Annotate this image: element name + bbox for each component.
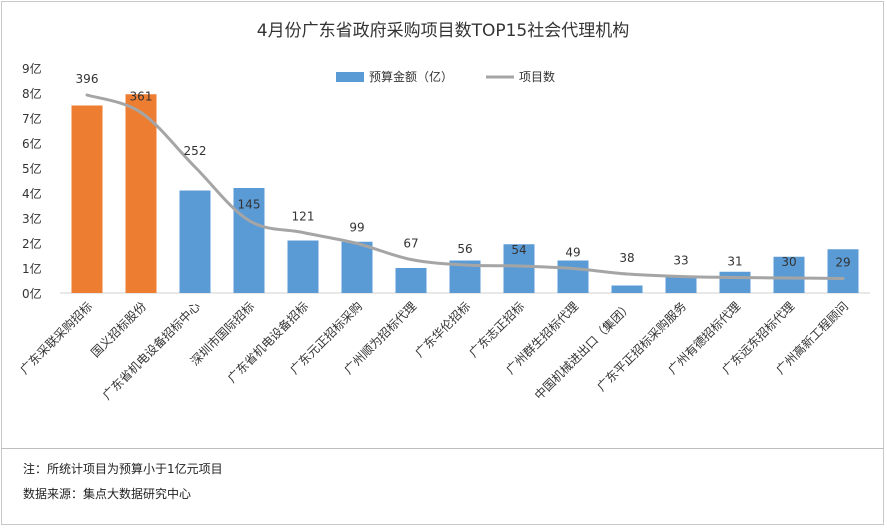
data-label: 38 [619, 251, 634, 265]
category-label: 国义招标股份 [88, 299, 149, 360]
legend-label-count: 项目数 [519, 69, 555, 84]
bar [719, 271, 751, 293]
bar [557, 260, 589, 293]
data-label: 29 [835, 256, 850, 270]
bar [71, 105, 103, 293]
y-tick-label: 6亿 [22, 136, 42, 151]
category-label: 广东采联采购招标 [17, 299, 95, 377]
bar [341, 241, 373, 293]
category-label: 广东华伦招标 [412, 299, 474, 361]
data-label: 30 [781, 255, 796, 269]
data-label: 99 [349, 221, 364, 235]
data-label: 361 [130, 90, 153, 104]
data-label: 31 [727, 255, 742, 269]
category-label: 广东平正招标采购服务 [594, 299, 689, 394]
y-tick-label: 3亿 [22, 211, 42, 226]
data-label: 145 [238, 198, 261, 212]
bar [233, 188, 265, 293]
y-tick-label: 4亿 [22, 186, 42, 201]
y-tick-label: 8亿 [22, 86, 42, 101]
data-source: 数据来源：集点大数据研究中心 [23, 487, 192, 501]
bar [503, 244, 535, 293]
y-tick-label: 0亿 [22, 286, 42, 301]
y-tick-label: 7亿 [22, 111, 42, 126]
bar [773, 256, 805, 293]
data-label: 49 [565, 246, 580, 260]
data-label: 54 [511, 243, 526, 257]
data-label: 67 [403, 237, 418, 251]
category-label: 广东志正招标 [466, 299, 527, 360]
data-label: 396 [76, 72, 99, 86]
bar [611, 285, 643, 293]
footnote: 注：所统计项目为预算小于1亿元项目 [23, 462, 223, 476]
combo-chart: 4月份广东省政府采购项目数TOP15社会代理机构 0亿 1亿 2亿 3亿 4亿 5亿 6亿 7亿… [17, 21, 870, 403]
line-project-count [85, 93, 845, 280]
category-label: 中国机械进出口（集团） [531, 299, 635, 403]
category-label: 广东省机电设备招标中心 [99, 299, 203, 403]
bar [395, 268, 427, 293]
y-tick-label: 9亿 [22, 61, 42, 76]
bar [827, 249, 859, 293]
legend-label-budget: 预算金额（亿） [369, 69, 453, 84]
y-tick-label: 1亿 [22, 261, 42, 276]
chart-title: 4月份广东省政府采购项目数TOP15社会代理机构 [257, 21, 629, 41]
y-tick-label: 5亿 [22, 161, 42, 176]
bar [125, 94, 157, 293]
bar [179, 190, 211, 293]
data-label: 121 [292, 210, 315, 224]
bar [665, 276, 697, 293]
data-label: 33 [673, 254, 688, 268]
legend-swatch-budget [336, 72, 364, 82]
data-label: 56 [457, 242, 472, 256]
data-label: 252 [184, 144, 207, 158]
footer-divider [1, 448, 884, 449]
bar [287, 240, 319, 293]
y-tick-label: 2亿 [22, 236, 42, 251]
